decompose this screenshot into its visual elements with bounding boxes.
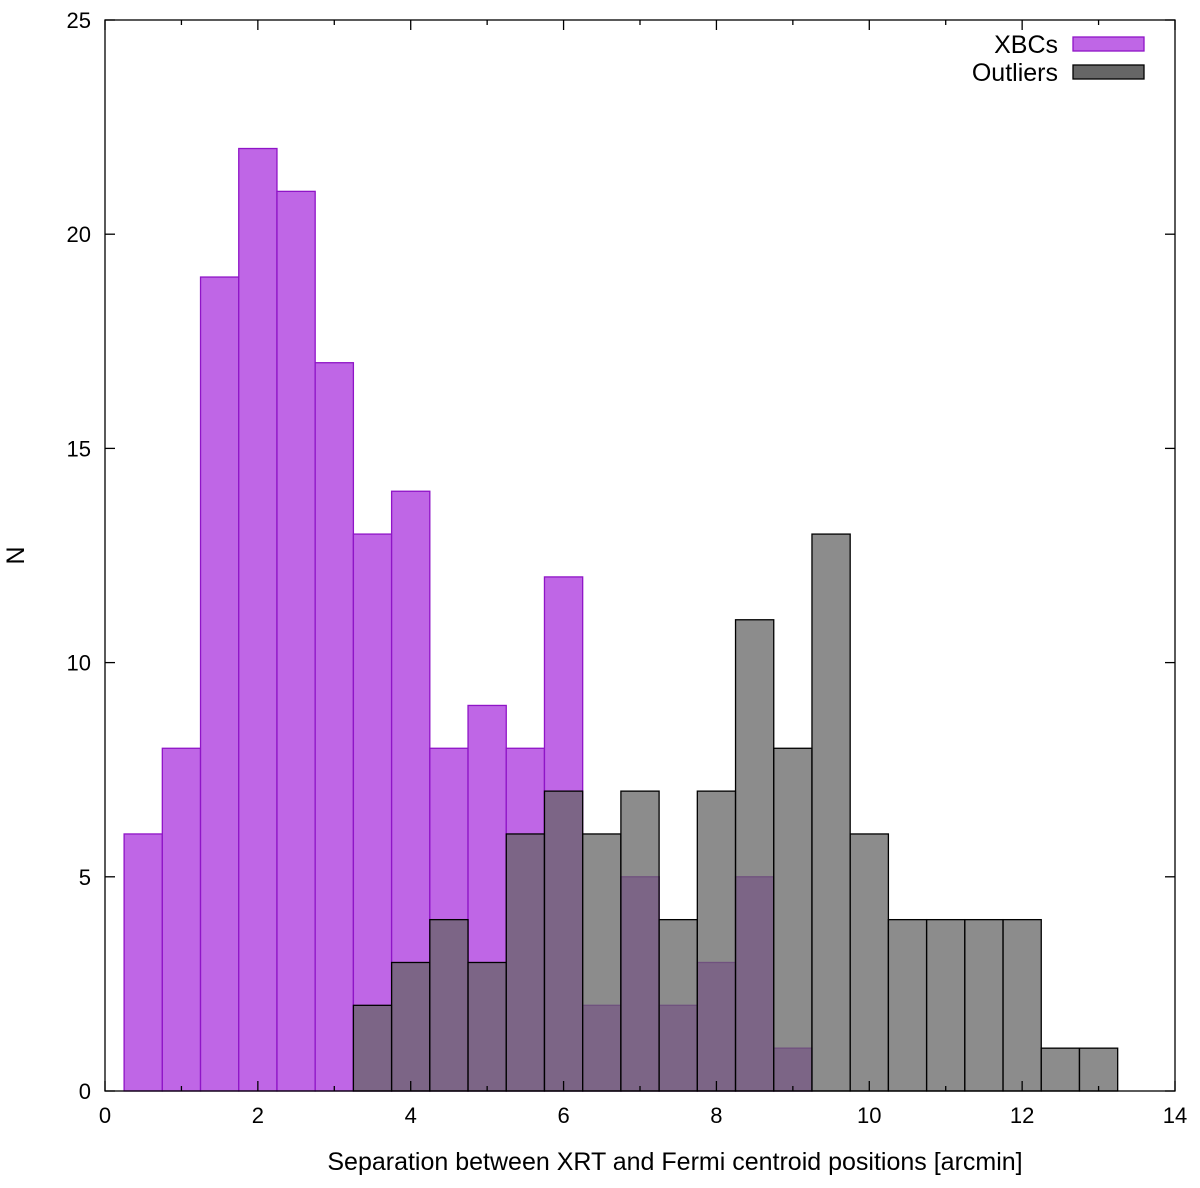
bar-outliers-11.5	[964, 918, 1004, 1092]
y-tick-label: 25	[67, 8, 91, 33]
bar-outliers-5	[467, 961, 507, 1092]
x-tick-label: 0	[99, 1103, 111, 1128]
x-axis-title: Separation between XRT and Fermi centroi…	[327, 1148, 1022, 1176]
y-tick-label: 0	[79, 1079, 91, 1104]
x-tick-label: 6	[557, 1103, 569, 1128]
legend-swatch-outliers	[1072, 64, 1145, 80]
x-tick-label: 4	[405, 1103, 417, 1128]
legend-label-xbcs: XBCs	[994, 31, 1058, 59]
bar-outliers-13	[1078, 1047, 1119, 1092]
bar-outliers-10	[849, 833, 890, 1092]
x-tick-label: 10	[857, 1103, 881, 1128]
bar-outliers-12	[1002, 918, 1042, 1092]
series-outliers	[352, 533, 1119, 1092]
y-tick-label: 10	[67, 651, 91, 676]
bar-xbcs-2.5	[276, 190, 316, 1092]
bar-outliers-3.5	[352, 1004, 393, 1092]
bar-xbcs-3	[314, 362, 355, 1092]
x-tick-label: 2	[252, 1103, 264, 1128]
bar-outliers-11	[925, 918, 966, 1092]
bar-outliers-6.5	[582, 833, 622, 1092]
y-tick-label: 15	[67, 436, 91, 461]
bar-xbcs-1	[161, 747, 202, 1092]
x-tick-label: 8	[710, 1103, 722, 1128]
bar-xbcs-1.5	[199, 276, 240, 1092]
bar-outliers-9	[773, 747, 813, 1092]
y-tick-label: 5	[79, 865, 91, 890]
bar-outliers-12.5	[1040, 1047, 1081, 1092]
bar-outliers-8.5	[734, 619, 775, 1092]
bar-outliers-4.5	[429, 918, 469, 1092]
x-tick-label: 14	[1163, 1103, 1187, 1128]
bar-outliers-7.5	[658, 918, 698, 1092]
y-tick-label: 20	[67, 222, 91, 247]
ticks-layer: 0 2 4 6 8 10 12 14 0 5 10 15 20 25	[67, 8, 1188, 1128]
legend-swatch-xbcs	[1072, 36, 1145, 52]
legend-label-outliers: Outliers	[972, 59, 1058, 87]
bar-outliers-5.5	[505, 833, 546, 1092]
x-tick-label: 12	[1010, 1103, 1034, 1128]
bar-outliers-8	[696, 790, 737, 1092]
bar-xbcs-0.5	[123, 833, 163, 1092]
bar-outliers-7	[620, 790, 660, 1092]
y-axis-title: N	[2, 546, 30, 564]
bars-layer	[123, 147, 1119, 1092]
bar-outliers-10.5	[887, 918, 928, 1092]
bar-xbcs-2	[238, 147, 278, 1092]
bar-outliers-4	[390, 961, 431, 1092]
bar-outliers-6	[543, 790, 584, 1092]
bar-outliers-9.5	[811, 533, 851, 1092]
